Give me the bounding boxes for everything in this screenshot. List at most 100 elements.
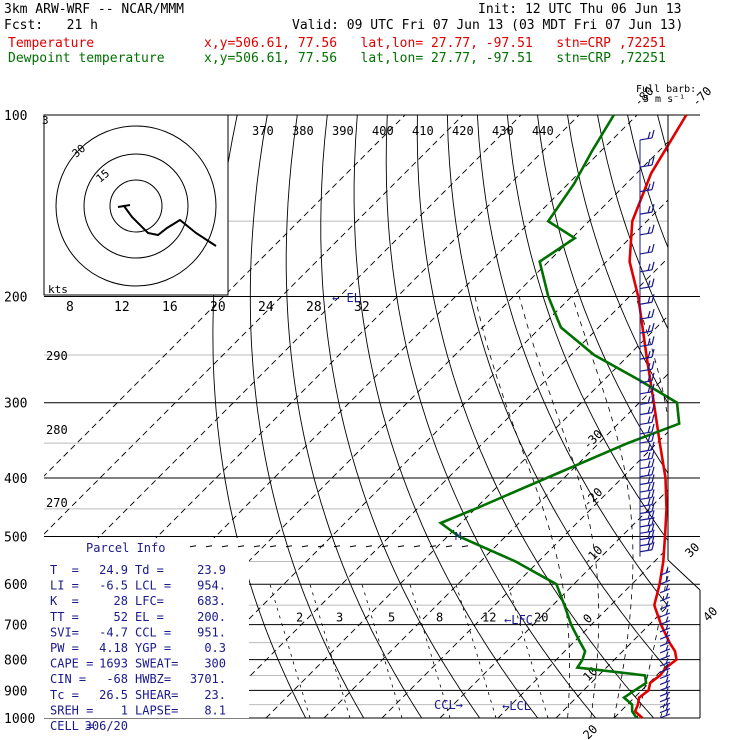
- wind-barb: [651, 203, 655, 213]
- parcel-info-cell: 954.: [197, 579, 226, 593]
- parcel-info-cell: -68: [106, 672, 128, 686]
- dry-adiabat: [353, 115, 539, 718]
- hodo-speed-label: 16: [162, 300, 178, 315]
- wind-barb: [651, 361, 655, 370]
- tick-mark: [301, 545, 309, 548]
- wind-barb: [665, 608, 669, 616]
- mixing-ratio-line: [507, 584, 549, 718]
- wind-barb: [665, 576, 669, 583]
- wind-barb: [651, 261, 655, 270]
- isotherm: [44, 115, 464, 535]
- moist-adiabat: [707, 297, 740, 719]
- valid-time: Valid: 09 UTC Fri 07 Jun 13 (03 MDT Fri …: [292, 18, 684, 33]
- dry-adiabat: [446, 115, 668, 671]
- pressure-tick-label: 700: [4, 619, 27, 634]
- wind-barb: [647, 543, 651, 551]
- hodograph-ring: [55, 125, 217, 287]
- theta-label: 420: [452, 124, 474, 138]
- wind-barb: [647, 483, 651, 492]
- parcel-info-cell: Tc =: [50, 688, 79, 702]
- wind-barb: [647, 525, 651, 533]
- parcel-info-title: Parcel Info: [86, 541, 165, 555]
- theta-label: 290: [46, 349, 68, 363]
- dry-adiabat: [506, 115, 668, 542]
- isotherm-label: -30: [580, 427, 605, 452]
- wind-barb: [639, 431, 653, 435]
- tick-mark: [365, 545, 373, 548]
- mixing-ratio-label: 2: [296, 611, 303, 625]
- wind-barb: [651, 243, 655, 253]
- wind-barb: [647, 280, 651, 288]
- barb-legend-value: 5 m s⁻¹: [643, 94, 686, 105]
- parcel-info-cell: T =: [50, 563, 79, 577]
- wind-barb: [639, 412, 653, 416]
- pressure-tick-label: 900: [4, 684, 27, 699]
- wind-barb: [651, 496, 655, 505]
- parcel-info-cell: CELL =: [50, 719, 93, 733]
- wind-barb: [639, 496, 653, 500]
- wind-barb: [647, 226, 651, 234]
- wind-barb: [659, 691, 671, 697]
- dry-adiabat: [249, 115, 365, 718]
- wind-barb: [651, 474, 655, 483]
- tick-mark: [317, 545, 325, 548]
- dry-adiabat: [416, 115, 655, 718]
- isotherm: [207, 257, 668, 718]
- isotherm: [672, 115, 740, 718]
- wind-barb: [651, 466, 655, 475]
- wind-barb: [659, 713, 671, 719]
- parcel-info-cell: TT =: [50, 610, 79, 624]
- tick-mark: [381, 545, 389, 548]
- isotherm: [439, 489, 668, 718]
- wind-barb: [665, 687, 669, 695]
- theta-label: 400: [372, 124, 394, 138]
- el-marker: ← EL: [332, 291, 361, 305]
- tick-mark: [397, 545, 405, 548]
- isotherm: [381, 431, 668, 718]
- parcel-info-cell: 26.5: [99, 688, 128, 702]
- wind-barb: [647, 443, 651, 452]
- wind-barb: [639, 481, 653, 486]
- wind-barb: [647, 350, 651, 359]
- parcel-info-cell: YGP =: [135, 641, 171, 655]
- parcel-info-cell: 200.: [197, 610, 226, 624]
- dry-adiabat: [320, 115, 481, 718]
- wind-barb: [665, 664, 669, 671]
- wind-barb: [651, 156, 655, 166]
- tick-mark: [269, 545, 277, 548]
- wind-barb: [665, 616, 669, 623]
- dry-adiabat: [476, 115, 668, 607]
- wind-barb: [651, 489, 655, 498]
- moist-adiabat: [660, 691, 668, 718]
- wind-barb: [647, 505, 651, 513]
- isotherm: [44, 115, 406, 477]
- wind-barb: [639, 440, 653, 444]
- hodo-speed-label: 8: [66, 300, 74, 315]
- mixing-ratio-label: 12: [482, 611, 496, 625]
- wind-barb: [659, 667, 671, 673]
- parcel-info-cell: LI =: [50, 579, 79, 593]
- wind-barb: [651, 224, 655, 233]
- wind-barb: [665, 637, 669, 645]
- hodograph-frame: [43, 114, 229, 296]
- wind-barb: [651, 516, 655, 526]
- wind-barb: [647, 460, 651, 468]
- wind-barb: [647, 491, 651, 499]
- wind-barb: [647, 416, 651, 424]
- wind-barb: [647, 374, 651, 382]
- wind-barb: [665, 704, 669, 711]
- wind-barb: [659, 641, 671, 647]
- tick-mark: [413, 545, 421, 548]
- wind-barb: [651, 535, 655, 544]
- pressure-tick-label: 800: [4, 654, 27, 669]
- wind-barb: [639, 489, 653, 493]
- wind-barb: [659, 648, 671, 654]
- wind-barb: [665, 584, 669, 592]
- wind-barb: [639, 330, 653, 334]
- wind-barb: [665, 630, 669, 638]
- tick-mark: [285, 545, 293, 548]
- isotherm: [265, 315, 668, 718]
- wind-barb: [665, 600, 669, 608]
- theta-label: 370: [252, 124, 274, 138]
